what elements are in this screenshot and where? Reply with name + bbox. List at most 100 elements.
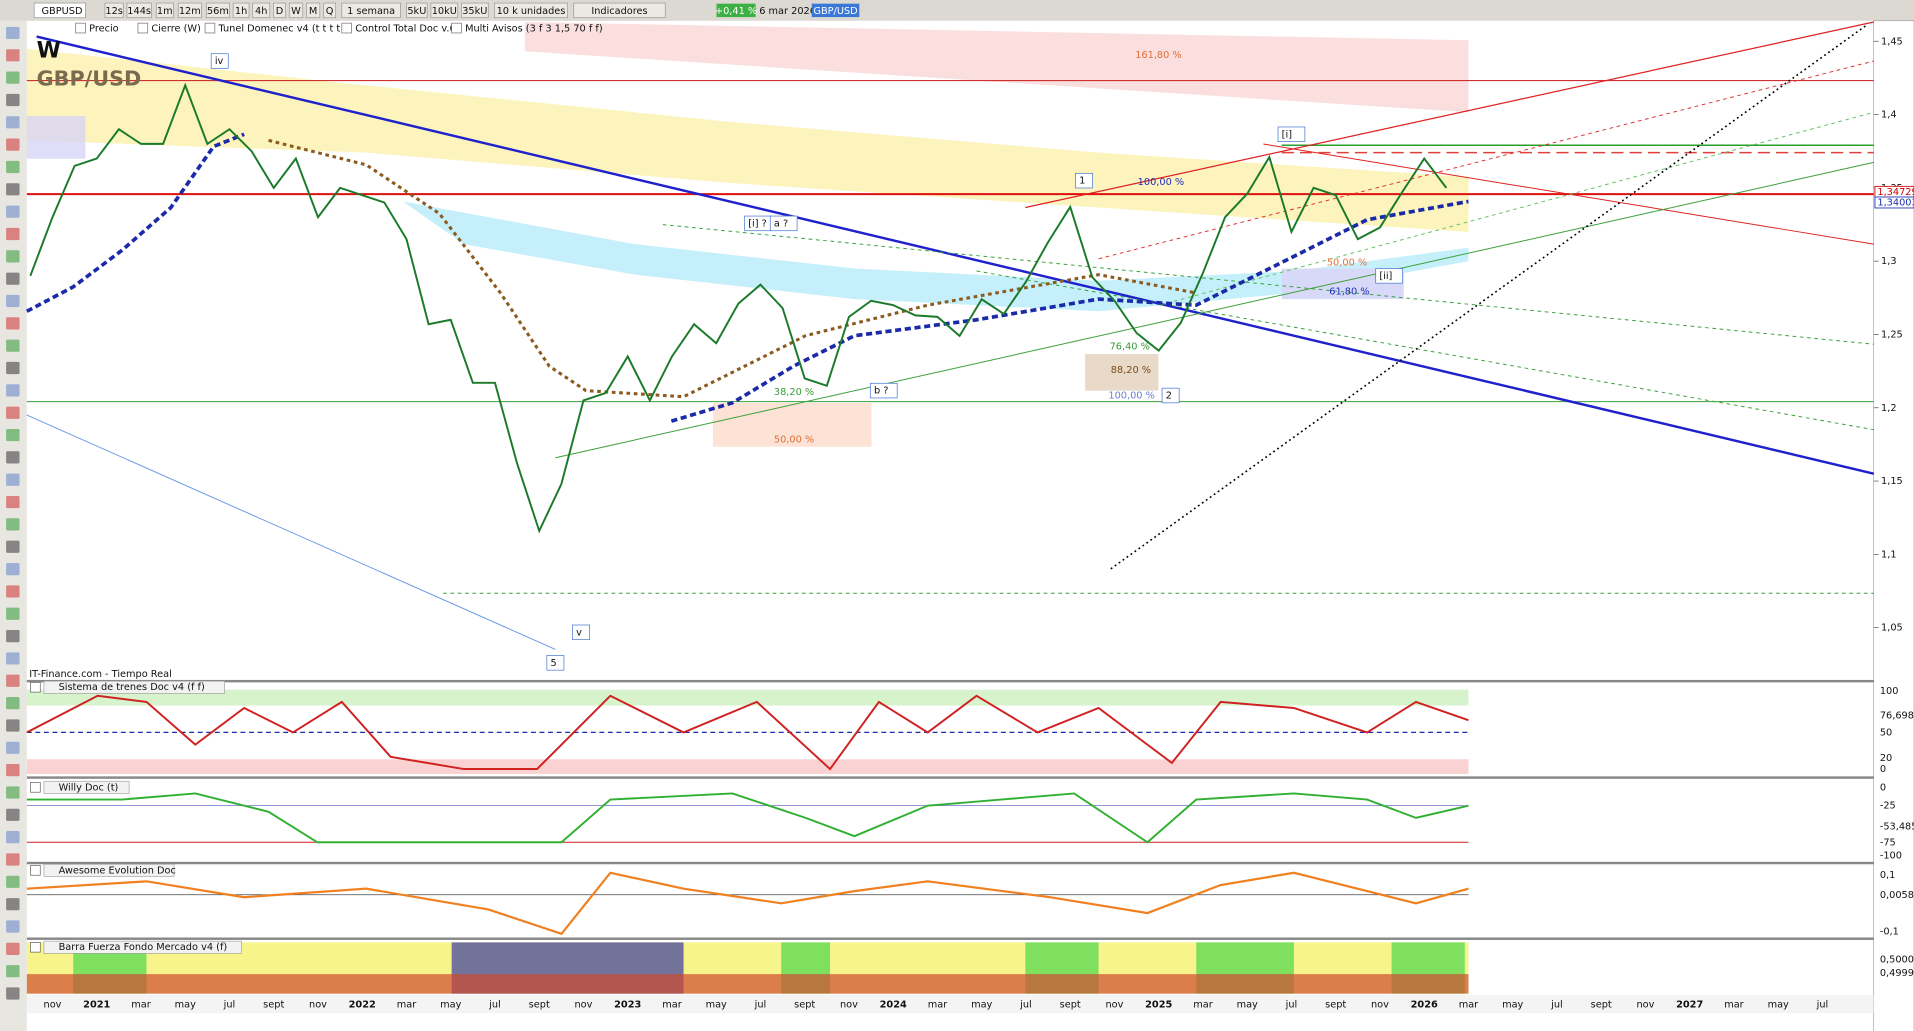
tool-icon[interactable] — [6, 473, 20, 486]
timeframe-button[interactable] — [252, 2, 271, 19]
panel-close[interactable] — [30, 942, 41, 953]
tool-icon[interactable] — [6, 831, 20, 844]
legend-checkbox[interactable] — [75, 22, 86, 34]
source: IT-Finance.com - Tiempo Real — [29, 669, 172, 680]
tool-icon[interactable] — [6, 250, 20, 263]
tool-icon[interactable] — [6, 585, 20, 598]
tool-icon[interactable] — [6, 518, 20, 531]
legend-checkbox[interactable] — [137, 22, 149, 34]
panel-close[interactable] — [30, 865, 41, 876]
unit-button[interactable] — [461, 2, 489, 19]
tool-icon[interactable] — [6, 540, 20, 553]
legend-checkbox[interactable] — [341, 22, 352, 34]
timeframe-button[interactable] — [273, 2, 287, 19]
timeframe-button[interactable] — [155, 2, 174, 19]
tool-icon[interactable] — [6, 406, 20, 419]
tool-icon[interactable] — [6, 71, 20, 84]
tool-icon[interactable] — [6, 942, 20, 955]
tool-icon[interactable] — [6, 272, 20, 285]
tool-icon[interactable] — [6, 875, 20, 888]
tool-icon[interactable] — [6, 205, 20, 218]
indicators-button[interactable] — [573, 2, 666, 19]
legend-entry: Cierre (W) — [151, 24, 200, 35]
timeframe-button[interactable] — [104, 2, 124, 19]
tool-icon[interactable] — [6, 317, 20, 330]
wave-label: v — [576, 627, 582, 638]
timeframe-button[interactable] — [288, 2, 304, 19]
panel-close[interactable] — [30, 782, 41, 793]
tool-icon[interactable] — [6, 495, 20, 509]
tool-icon[interactable] — [6, 697, 20, 710]
tool-icon[interactable] — [6, 49, 20, 62]
panel-close[interactable] — [30, 682, 41, 693]
separator — [26, 679, 1874, 683]
unit-button[interactable] — [430, 2, 459, 19]
timeframe-label: 12m — [179, 6, 201, 17]
tool-icon[interactable] — [6, 898, 20, 911]
tool-icon[interactable] — [6, 965, 20, 978]
panel-title-box — [43, 940, 242, 954]
indicators-label: Indicadores — [591, 6, 647, 17]
x-tick-label: 2023 — [614, 1000, 641, 1011]
tool-icon[interactable] — [6, 451, 20, 464]
tool-icon[interactable] — [6, 674, 20, 687]
legend-checkbox[interactable] — [204, 22, 216, 34]
panel-axis-label: 0,0058 — [1880, 890, 1914, 901]
panel-axis-label: 0,49998 — [1880, 968, 1914, 979]
tool-icon[interactable] — [6, 630, 20, 643]
channel-line — [976, 270, 1874, 431]
timeframe-button[interactable] — [205, 2, 230, 19]
tool-icon[interactable] — [6, 294, 20, 308]
panel-title: Barra Fuerza Fondo Mercado v4 (f) — [59, 942, 228, 953]
x-tick-label: nov — [44, 1000, 62, 1011]
tool-icon[interactable] — [6, 183, 20, 196]
timeframe-button[interactable] — [126, 2, 152, 19]
period-button[interactable] — [341, 2, 401, 19]
tool-icon[interactable] — [6, 853, 20, 866]
oscillator — [26, 694, 1469, 771]
x-tick-label: nov — [840, 1000, 858, 1011]
panel-axis-label: -53,485 — [1880, 821, 1914, 832]
symbol-field[interactable] — [33, 2, 86, 19]
tool-icon[interactable] — [6, 428, 20, 442]
tool-icon[interactable] — [6, 562, 20, 576]
timeframe-button[interactable] — [232, 2, 250, 19]
unit-size-button[interactable] — [494, 2, 568, 19]
tool-icon[interactable] — [6, 339, 20, 352]
x-tick-label: jul — [1550, 1000, 1563, 1011]
y-tick-label: 1,4 — [1881, 110, 1897, 121]
timeframe-button[interactable] — [323, 2, 337, 19]
tool-icon[interactable] — [6, 384, 20, 397]
tool-icon[interactable] — [6, 227, 20, 241]
tool-icon[interactable] — [6, 741, 20, 754]
tool-icon[interactable] — [6, 786, 20, 799]
tool-icon[interactable] — [6, 987, 20, 1000]
tool-icon[interactable] — [6, 764, 20, 777]
panel-title: Willy Doc (t) — [59, 782, 119, 793]
tool-icon[interactable] — [6, 920, 20, 933]
tool-icon[interactable] — [6, 719, 20, 732]
legend-checkbox[interactable] — [451, 22, 462, 34]
tool-icon[interactable] — [6, 160, 20, 174]
tool-icon[interactable] — [6, 607, 20, 620]
channel-line — [555, 161, 1874, 459]
x-tick-label: mar — [1193, 1000, 1213, 1011]
timeframe-button[interactable] — [306, 2, 321, 19]
panel-title-box — [43, 780, 130, 794]
unit-button[interactable] — [406, 2, 428, 19]
trendline — [36, 35, 1875, 475]
legend-entry: Precio — [89, 24, 119, 35]
tool-icon[interactable] — [6, 361, 20, 375]
change: +0,41 % — [715, 6, 757, 17]
tool-icon[interactable] — [6, 138, 20, 151]
tool-icon[interactable] — [6, 93, 20, 107]
tool-icon[interactable] — [6, 808, 20, 821]
timeframe-button[interactable] — [177, 2, 202, 19]
fib-label: 50,00 % — [1327, 257, 1367, 268]
tool-icon[interactable] — [6, 26, 20, 40]
timeframe-label: 12s — [105, 6, 122, 17]
tool-icon[interactable] — [6, 116, 20, 129]
tool-icon[interactable] — [6, 652, 20, 665]
unit-label: 35kU — [462, 6, 487, 17]
